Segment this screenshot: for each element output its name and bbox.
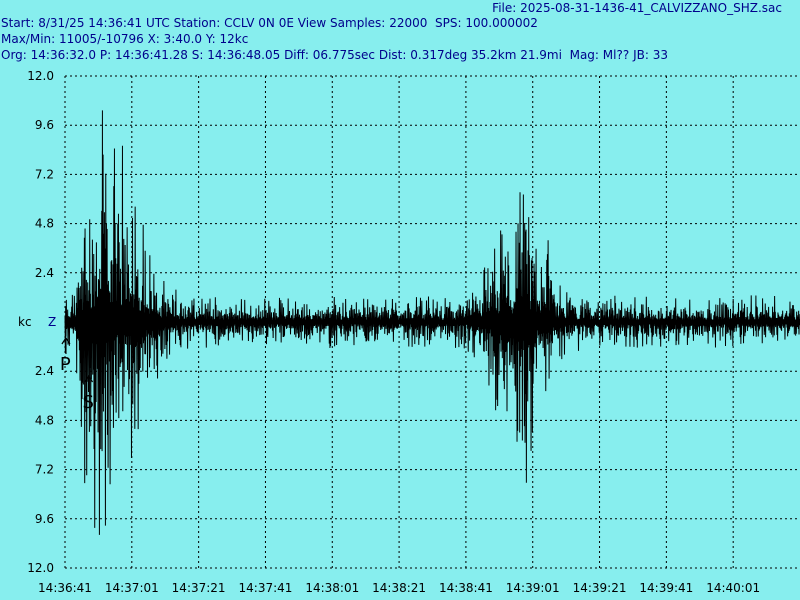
y-tick-label: 4.8 xyxy=(35,217,54,231)
x-tick-label: 14:37:01 xyxy=(105,581,159,595)
y-tick-label: 12.0 xyxy=(27,561,54,575)
x-tick-label: 14:39:41 xyxy=(639,581,693,595)
diff-label: Diff: xyxy=(284,48,309,62)
waveform-trace xyxy=(64,110,800,535)
file-label: File: xyxy=(492,1,517,15)
sps-value: 100.000002 xyxy=(465,16,538,30)
org-label: Org: xyxy=(1,48,27,62)
phase-marker-p: P xyxy=(60,336,71,375)
jb-value: 33 xyxy=(652,48,668,62)
y-tick-label: 9.6 xyxy=(35,512,54,526)
x-tick-label: 14:38:01 xyxy=(305,581,359,595)
y-axis-label: kc xyxy=(18,315,32,329)
x-tick-label: 14:37:21 xyxy=(172,581,226,595)
mag-label: Mag: xyxy=(569,48,599,62)
sps-label: SPS: xyxy=(435,16,462,30)
y-tick-label: 12.0 xyxy=(27,69,54,83)
y-tick-label: 7.2 xyxy=(35,463,54,477)
start-label: Start: xyxy=(1,16,35,30)
channel-label: Z xyxy=(48,315,56,329)
x-value: 3:40.0 xyxy=(163,32,203,46)
org-value: 14:36:32.0 xyxy=(30,48,96,62)
x-tick-label: 14:39:01 xyxy=(506,581,560,595)
p-label: P: xyxy=(99,48,112,62)
x-label: X: xyxy=(147,32,160,46)
dist-value: 0.317deg 35.2km 21.9mi xyxy=(410,48,562,62)
x-tick-label: 14:37:41 xyxy=(239,581,293,595)
phase-marker-label: S xyxy=(83,392,94,413)
p-value: 14:36:41.28 xyxy=(114,48,188,62)
maxmin-line: Max/Min: 11005/-10796 X: 3:40.0 Y: 12kc xyxy=(1,32,248,46)
x-tick-label: 14:40:01 xyxy=(706,581,760,595)
start-line: Start: 8/31/25 14:36:41 UTC Station: CCL… xyxy=(1,16,538,30)
y-tick-label: 7.2 xyxy=(35,167,54,181)
view-samples-value: 22000 xyxy=(389,16,428,30)
x-tick-label: 14:38:41 xyxy=(439,581,493,595)
dist-label: Dist: xyxy=(378,48,407,62)
mag-value: Ml?? xyxy=(602,48,630,62)
maxmin-value: 11005/-10796 xyxy=(59,32,144,46)
jb-label: JB: xyxy=(633,48,649,62)
x-tick-label: 14:36:41 xyxy=(38,581,92,595)
phase-marker-label: P xyxy=(60,354,71,375)
y-tick-label: 9.6 xyxy=(35,118,54,132)
y-tick-label: 4.8 xyxy=(35,413,54,427)
x-tick-label: 14:38:21 xyxy=(372,581,426,595)
file-name: 2025-08-31-1436-41_CALVIZZANO_SHZ.sac xyxy=(520,1,782,15)
station-label: Station: xyxy=(173,16,221,30)
org-line: Org: 14:36:32.0 P: 14:36:41.28 S: 14:36:… xyxy=(1,48,668,62)
y-value: 12kc xyxy=(219,32,249,46)
y-tick-label: 2.4 xyxy=(35,266,54,280)
station-value: CCLV 0N 0E xyxy=(224,16,294,30)
s-label: S: xyxy=(191,48,204,62)
maxmin-label: Max/Min: xyxy=(1,32,56,46)
start-value: 8/31/25 14:36:41 UTC xyxy=(38,16,170,30)
y-label: Y: xyxy=(205,32,216,46)
x-tick-labels: 14:36:41 14:37:01 14:37:21 14:37:41 14:38:01… xyxy=(38,581,760,595)
diff-value: 06.775sec xyxy=(312,48,376,62)
file-line: File: 2025-08-31-1436-41_CALVIZZANO_SHZ.… xyxy=(492,1,782,15)
y-tick-labels: 12.0 9.6 7.2 4.8 2.4 2.4 4.8 7.2 9.6 12.0 xyxy=(27,69,54,575)
y-tick-label: 2.4 xyxy=(35,364,54,378)
phase-markers: PS xyxy=(60,336,94,413)
x-tick-label: 14:39:21 xyxy=(573,581,627,595)
s-value: 14:36:48.05 xyxy=(207,48,281,62)
view-samples-label: View Samples: xyxy=(297,16,386,30)
phase-marker-s: S xyxy=(83,374,94,413)
